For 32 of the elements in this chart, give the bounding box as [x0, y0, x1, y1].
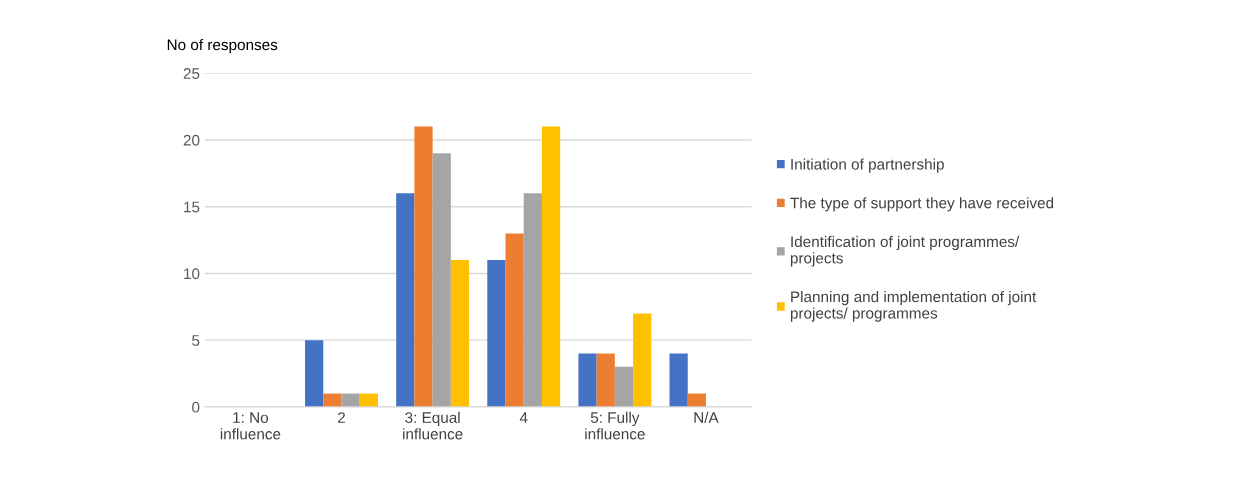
- bar: [396, 193, 415, 407]
- x-tick-label: 4: [519, 412, 528, 423]
- bar: [414, 126, 433, 407]
- bar: [305, 340, 324, 407]
- bar: [523, 193, 542, 407]
- legend-label: Planning and implementation of joint projects/ programmes: [790, 290, 1037, 322]
- bar: [487, 260, 506, 407]
- bar: [541, 126, 561, 407]
- y-tick-label: 15: [184, 201, 200, 213]
- bar: [505, 233, 524, 407]
- y-tick-label: 10: [184, 268, 200, 280]
- x-tick-label: 1: No influence: [220, 412, 281, 440]
- legend-label: Identification of joint programmes/ projects: [790, 235, 1020, 267]
- y-tick-label: 25: [183, 68, 200, 79]
- bar: [432, 153, 451, 407]
- legend-label: Initiation of partnership: [791, 158, 944, 173]
- bar: [633, 313, 652, 407]
- x-tick-label: 5: Fully influence: [585, 411, 645, 440]
- bar: [614, 366, 634, 407]
- x-tick-label: 2: [338, 412, 345, 423]
- legend-label: The type of support they have received: [790, 197, 1054, 212]
- x-tick-label: 3: Equal influence: [403, 411, 463, 440]
- x-tick-label: N/A: [694, 411, 719, 423]
- bar: [669, 353, 688, 407]
- bar: [578, 353, 597, 407]
- bar: [596, 353, 615, 407]
- y-axis-title: No of responses: [167, 38, 278, 54]
- y-tick-label: 20: [183, 134, 200, 146]
- y-tick-label: 0: [192, 401, 200, 413]
- bar: [450, 260, 470, 407]
- bar: [323, 393, 342, 407]
- y-tick-label: 5: [192, 335, 200, 346]
